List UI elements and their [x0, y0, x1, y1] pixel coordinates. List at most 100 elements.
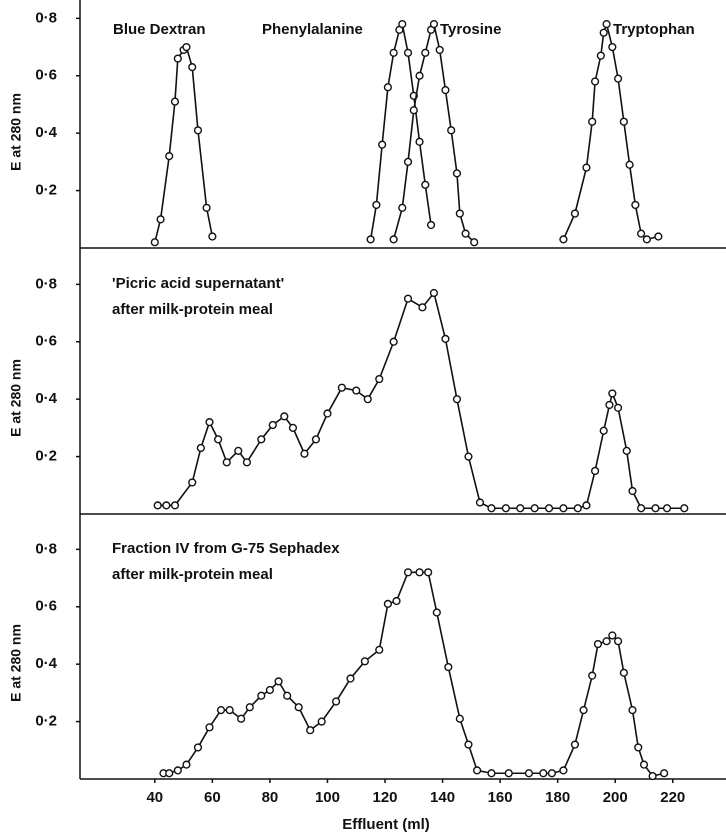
y-tick-label: 0·4	[35, 655, 57, 672]
data-point	[389, 235, 398, 244]
data-point	[202, 203, 211, 212]
data-point	[265, 685, 275, 695]
data-point	[306, 726, 315, 735]
data-point	[153, 501, 162, 510]
data-point	[637, 229, 646, 238]
peak-label: Phenylalanine	[262, 21, 363, 38]
data-point	[398, 19, 407, 29]
data-point	[441, 334, 450, 343]
data-point	[257, 435, 266, 444]
data-point	[487, 504, 496, 513]
data-point	[150, 238, 159, 247]
data-point	[216, 706, 226, 715]
data-point	[242, 458, 251, 467]
data-point	[447, 126, 456, 135]
data-point	[366, 235, 375, 244]
data-point	[596, 51, 605, 60]
data-point	[188, 478, 197, 487]
series-line	[562, 21, 659, 241]
data-point	[608, 631, 617, 640]
data-point	[429, 19, 439, 29]
x-tick-label: 220	[660, 789, 685, 806]
data-point	[421, 48, 430, 57]
data-point	[680, 504, 689, 513]
data-point	[588, 671, 597, 680]
x-tick-label: 100	[315, 789, 340, 806]
data-point	[389, 48, 398, 57]
data-point	[208, 232, 217, 241]
data-point	[582, 163, 591, 172]
x-tick-label: 140	[430, 789, 455, 806]
peak-label: Tyrosine	[440, 21, 501, 38]
data-point	[662, 504, 672, 513]
data-point	[173, 766, 182, 775]
annotation: Fraction IV from G-75 Sephadex	[112, 540, 340, 557]
data-point	[274, 677, 283, 686]
data-point	[441, 86, 450, 95]
data-point	[470, 238, 479, 247]
data-point	[590, 466, 600, 476]
data-point	[455, 714, 464, 723]
x-tick-label: 120	[372, 789, 397, 806]
x-axis-label: Effluent (ml)	[342, 816, 430, 833]
x-tick-label: 40	[146, 789, 163, 806]
data-point	[383, 599, 392, 608]
data-point	[403, 294, 413, 303]
data-point	[383, 83, 392, 92]
data-point	[588, 117, 597, 126]
data-point	[461, 229, 470, 238]
data-point	[579, 706, 588, 715]
data-point	[222, 458, 231, 467]
data-point	[415, 71, 424, 80]
y-tick-label: 0·2	[35, 448, 57, 465]
data-point	[280, 412, 289, 421]
data-point	[205, 723, 214, 732]
data-point	[648, 772, 657, 781]
data-point	[654, 232, 663, 241]
data-point	[375, 374, 384, 384]
y-tick-label: 0·6	[35, 67, 57, 84]
data-point	[403, 157, 413, 166]
data-point	[444, 662, 453, 672]
data-point	[602, 19, 611, 29]
data-point	[599, 28, 608, 37]
data-point	[257, 691, 266, 700]
data-point	[415, 568, 424, 577]
data-point	[182, 760, 191, 769]
data-point	[559, 235, 568, 244]
data-point	[409, 106, 418, 115]
data-point	[165, 769, 174, 778]
y-axis-label: E at 280 nm	[8, 93, 24, 171]
data-point	[283, 691, 292, 700]
data-point	[634, 743, 643, 752]
data-point	[501, 504, 510, 513]
data-point	[418, 303, 427, 312]
data-point	[421, 180, 430, 189]
data-point	[622, 446, 631, 455]
data-point	[375, 645, 384, 654]
y-tick-label: 0·8	[35, 9, 57, 26]
data-point	[613, 74, 623, 83]
x-tick-label: 60	[204, 789, 221, 806]
data-point	[602, 637, 611, 646]
data-point	[288, 423, 298, 432]
data-point	[193, 743, 203, 752]
x-tick-label: 160	[488, 789, 513, 806]
data-point	[188, 63, 197, 72]
data-point	[323, 409, 332, 418]
y-tick-label: 0·8	[35, 540, 57, 557]
data-point	[472, 766, 482, 775]
data-point	[504, 769, 513, 778]
data-point	[613, 637, 623, 646]
data-point	[628, 706, 637, 715]
y-tick-label: 0·2	[35, 182, 57, 199]
y-tick-label: 0·6	[35, 598, 57, 615]
y-tick-label: 0·8	[35, 275, 57, 292]
data-point	[173, 54, 182, 63]
data-point	[403, 48, 413, 57]
data-point	[170, 97, 180, 106]
data-point	[237, 714, 246, 723]
data-point	[311, 435, 321, 444]
x-tick-label: 200	[603, 789, 628, 806]
